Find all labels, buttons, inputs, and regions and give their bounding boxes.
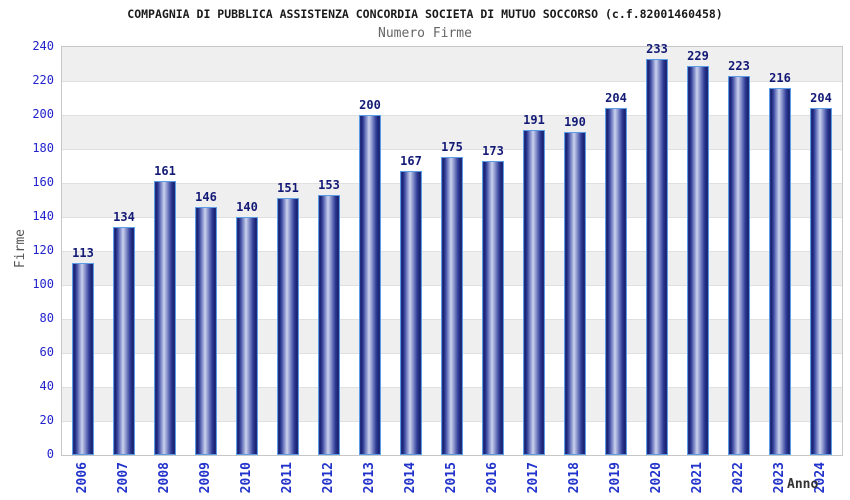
x-tick-label-2009: 2009 xyxy=(198,462,213,494)
x-tick-label-2021: 2021 xyxy=(690,462,705,494)
chart-title: COMPAGNIA DI PUBBLICA ASSISTENZA CONCORD… xyxy=(127,7,723,21)
x-tick-label-2018: 2018 xyxy=(567,462,582,494)
bar-2020 xyxy=(646,59,668,455)
x-tick-label-2012: 2012 xyxy=(321,462,336,494)
bar-value-label: 233 xyxy=(646,42,668,56)
y-tick-label: 220 xyxy=(32,73,54,87)
chart-subtitle: Numero Firme xyxy=(378,26,472,41)
bar-2011 xyxy=(277,198,299,455)
y-tick-label: 80 xyxy=(39,311,54,325)
grid-band-gray xyxy=(62,115,842,149)
x-tick-label-2020: 2020 xyxy=(649,462,664,494)
bar-2017 xyxy=(523,130,545,455)
bar-value-label: 175 xyxy=(441,140,463,154)
bar-2008 xyxy=(154,181,176,455)
y-tick-label: 40 xyxy=(39,379,54,393)
bar-value-label: 191 xyxy=(523,113,545,127)
x-tick-label-2016: 2016 xyxy=(485,462,500,494)
x-tick-label-2008: 2008 xyxy=(157,462,172,494)
bar-value-label: 167 xyxy=(400,154,422,168)
x-tick-label-2011: 2011 xyxy=(280,462,295,494)
x-tick-label-2017: 2017 xyxy=(526,462,541,494)
x-tick-label-2022: 2022 xyxy=(731,462,746,494)
y-tick-label: 0 xyxy=(46,447,54,461)
grid-band-gray xyxy=(62,47,842,81)
x-tick-label-2019: 2019 xyxy=(608,462,623,494)
y-tick-label: 160 xyxy=(32,175,54,189)
bar-2010 xyxy=(236,217,258,455)
bar-2006 xyxy=(72,263,94,455)
bar-2009 xyxy=(195,207,217,455)
bar-value-label: 161 xyxy=(154,164,176,178)
bar-value-label: 204 xyxy=(605,91,627,105)
bar-2018 xyxy=(564,132,586,455)
bar-value-label: 173 xyxy=(482,144,504,158)
x-tick-label-2007: 2007 xyxy=(116,462,131,494)
bar-2019 xyxy=(605,108,627,455)
y-tick-label: 140 xyxy=(32,209,54,223)
bar-2013 xyxy=(359,115,381,455)
bar-2014 xyxy=(400,171,422,455)
y-tick-label: 200 xyxy=(32,107,54,121)
x-tick-label-2006: 2006 xyxy=(75,462,90,494)
bar-2021 xyxy=(687,66,709,455)
y-tick-label: 60 xyxy=(39,345,54,359)
bar-2012 xyxy=(318,195,340,455)
y-tick-label: 120 xyxy=(32,243,54,257)
bar-value-label: 204 xyxy=(810,91,832,105)
y-tick-label: 240 xyxy=(32,39,54,53)
bar-2022 xyxy=(728,76,750,455)
bar-value-label: 151 xyxy=(277,181,299,195)
bar-value-label: 146 xyxy=(195,190,217,204)
y-axis-title: Firme xyxy=(13,229,28,269)
bar-value-label: 223 xyxy=(728,59,750,73)
bar-value-label: 216 xyxy=(769,71,791,85)
bar-value-label: 140 xyxy=(236,200,258,214)
x-tick-label-2010: 2010 xyxy=(239,462,254,494)
bar-2007 xyxy=(113,227,135,455)
x-tick-label-2014: 2014 xyxy=(403,462,418,494)
y-tick-label: 100 xyxy=(32,277,54,291)
x-axis-title: Anno xyxy=(787,477,819,492)
x-tick-label-2013: 2013 xyxy=(362,462,377,494)
y-tick-label: 180 xyxy=(32,141,54,155)
bar-value-label: 153 xyxy=(318,178,340,192)
bar-2016 xyxy=(482,161,504,455)
x-tick-label-2015: 2015 xyxy=(444,462,459,494)
bar-2015 xyxy=(441,157,463,455)
bar-2024 xyxy=(810,108,832,455)
grid-band-white xyxy=(62,81,842,115)
bar-value-label: 190 xyxy=(564,115,586,129)
y-tick-label: 20 xyxy=(39,413,54,427)
bar-value-label: 229 xyxy=(687,49,709,63)
bar-value-label: 113 xyxy=(72,246,94,260)
bar-value-label: 134 xyxy=(113,210,135,224)
bar-value-label: 200 xyxy=(359,98,381,112)
bar-2023 xyxy=(769,88,791,455)
